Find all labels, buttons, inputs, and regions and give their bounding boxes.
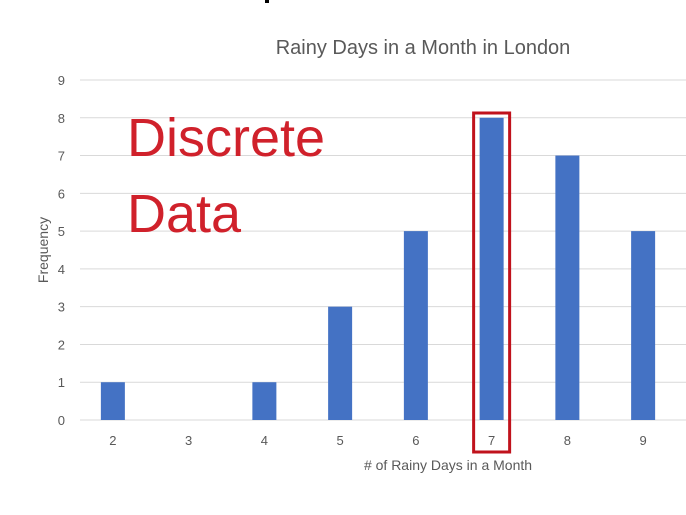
x-tick-label: 9 (640, 433, 647, 448)
y-tick-label: 0 (58, 413, 65, 428)
x-tick-label: 4 (261, 433, 268, 448)
y-tick-label: 9 (58, 73, 65, 88)
x-axis-label: # of Rainy Days in a Month (364, 457, 532, 473)
y-tick-label: 8 (58, 111, 65, 126)
x-tick-labels: 2 3 4 5 6 7 8 9 (109, 433, 646, 448)
chart-title: Rainy Days in a Month in London (276, 37, 571, 59)
y-tick-label: 7 (58, 149, 65, 164)
x-tick-label: 7 (488, 433, 495, 448)
bar-6 (403, 231, 428, 420)
y-tick-label: 4 (58, 262, 65, 277)
annotation-line-2: Data (127, 184, 242, 244)
gridlines (80, 79, 686, 421)
y-tick-label: 3 (58, 300, 65, 315)
x-tick-label: 2 (109, 433, 116, 448)
bar-7 (479, 117, 504, 421)
x-tick-label: 5 (337, 433, 344, 448)
y-axis-label: Frequency (35, 217, 51, 283)
x-tick-label: 8 (564, 433, 571, 448)
y-tick-label: 1 (58, 375, 65, 390)
bar-8 (555, 155, 580, 421)
bar-2 (100, 382, 125, 420)
highlight-box-group (472, 111, 512, 454)
y-tick-label: 6 (58, 186, 65, 201)
y-tick-labels: 0 1 2 3 4 5 6 7 8 9 (58, 73, 65, 428)
bar-5 (328, 306, 353, 420)
bar-4 (252, 382, 277, 420)
x-tick-label: 6 (412, 433, 419, 448)
bar-9 (631, 231, 656, 420)
y-tick-label: 5 (58, 224, 65, 239)
y-tick-label: 2 (58, 337, 65, 352)
annotation-line-1: Discrete (127, 108, 325, 168)
clipped-glyph-fragment (265, 0, 269, 3)
highlight-box (472, 111, 512, 454)
x-tick-label: 3 (185, 433, 192, 448)
bars (100, 117, 656, 421)
